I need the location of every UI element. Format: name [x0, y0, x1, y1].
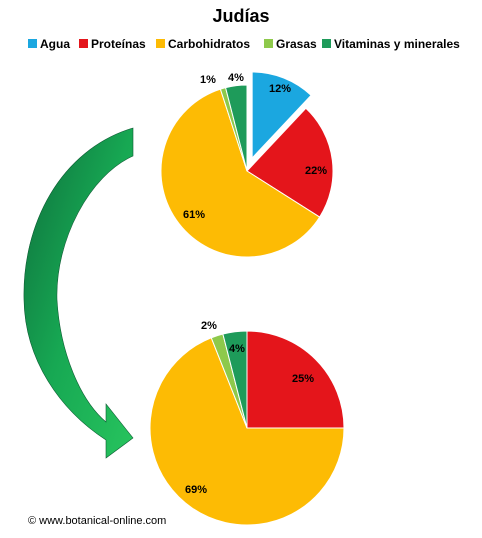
- pie-chart-beans: 12% 22% 61% 1% 4%: [160, 71, 334, 258]
- chart-title: Judías: [212, 6, 269, 26]
- credit-text: © www.botanical-online.com: [28, 515, 166, 527]
- pie-label-proteinas: 25%: [292, 373, 314, 385]
- pie-slice-proteinas: [246, 107, 334, 218]
- pie-label-grasas: 2%: [201, 320, 217, 332]
- pie-label-proteinas: 22%: [305, 165, 327, 177]
- pie-label-vitaminas-y-minerales: 4%: [228, 72, 244, 84]
- legend-label-proteinas: Proteínas: [91, 37, 146, 51]
- legend-swatch-agua: [28, 39, 37, 48]
- pie-slice-carbohidratos: [160, 88, 321, 258]
- pie-slice-proteinas: [246, 330, 345, 429]
- legend-swatch-grasas: [264, 39, 273, 48]
- pie-slice-vitaminas-y-minerales: [222, 330, 248, 429]
- legend-label-carbohidratos: Carbohidratos: [168, 37, 250, 51]
- arrow-icon: [23, 127, 134, 459]
- pie-label-carbohidratos: 61%: [183, 209, 205, 221]
- legend: Agua Proteínas Carbohidratos Grasas Vitamina…: [28, 37, 460, 51]
- pie-slice-vitaminas-y-minerales: [225, 84, 248, 172]
- pie-slice-carbohidratos: [149, 337, 345, 526]
- pie-label-grasas: 1%: [200, 74, 216, 86]
- pie-label-agua: 12%: [269, 83, 291, 95]
- legend-swatch-proteinas: [79, 39, 88, 48]
- legend-label-vitaminas-y-minerales: Vitaminas y minerales: [334, 37, 460, 51]
- pie-label-carbohidratos: 69%: [185, 484, 207, 496]
- pie-slice-agua: [251, 71, 312, 160]
- legend-label-agua: Agua: [40, 37, 70, 51]
- legend-swatch-carbohidratos: [156, 39, 165, 48]
- legend-label-grasas: Grasas: [276, 37, 317, 51]
- pie-label-vitaminas-y-minerales: 4%: [229, 343, 245, 355]
- pie-chart-beans-dry: 25% 69% 2% 4%: [149, 320, 345, 526]
- legend-swatch-vitaminas-y-minerales: [322, 39, 331, 48]
